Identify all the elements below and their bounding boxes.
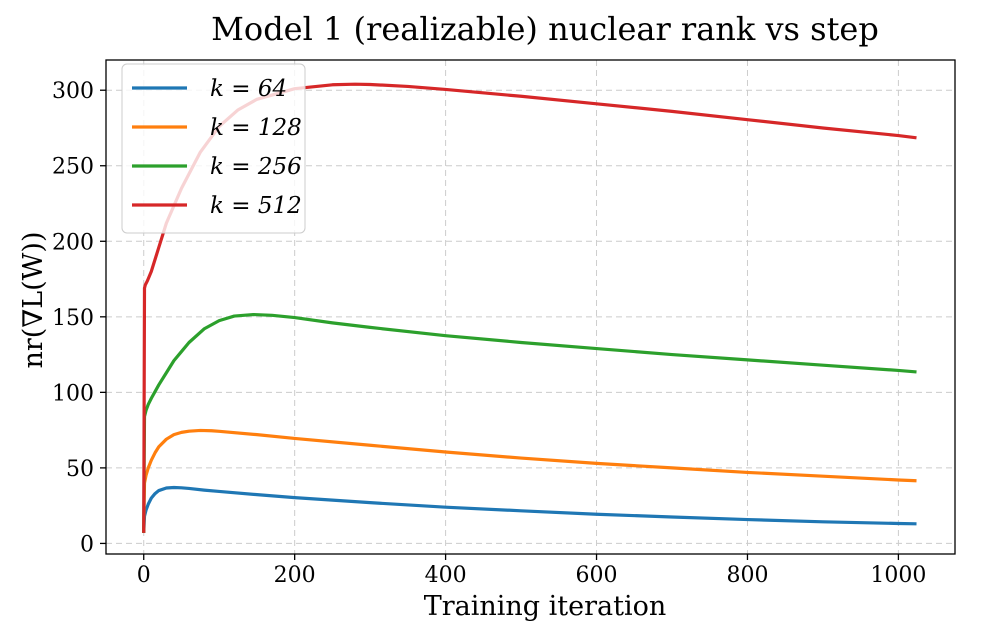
legend-label: k = 128 (210, 115, 302, 141)
y-tick-label: 150 (52, 306, 94, 331)
x-tick-label: 400 (425, 563, 467, 588)
y-tick-label: 0 (80, 532, 94, 557)
y-tick-label: 200 (52, 230, 94, 255)
x-tick-label: 800 (726, 563, 768, 588)
plot-frame (105, 59, 956, 555)
y-tick-label: 300 (52, 79, 94, 104)
x-axis-label: Training iteration (424, 591, 667, 622)
series-line-0 (142, 485, 917, 533)
x-tick-label: 1000 (870, 563, 926, 588)
x-tick-label: 200 (274, 563, 316, 588)
y-tick-label: 100 (52, 381, 94, 406)
legend: k = 64 k = 128 k = 256 k = 512 (121, 63, 306, 234)
y-tick-label: 50 (66, 457, 94, 482)
legend-label: k = 256 (210, 154, 302, 180)
y-tick-label: 250 (52, 155, 94, 180)
series-line-2 (142, 312, 917, 533)
chart-title: Model 1 (realizable) nuclear rank vs ste… (211, 10, 879, 48)
legend-label: k = 64 (210, 76, 287, 102)
legend-box (121, 63, 306, 234)
y-axis-label: nr(∇L(W)) (18, 232, 49, 369)
x-tick-label: 600 (576, 563, 618, 588)
legend-label: k = 512 (210, 193, 302, 219)
tick-layer: 0 200 400 600 800 1000 0 50 100 150 200 250 300 (52, 79, 926, 588)
x-tick-label: 0 (137, 563, 151, 588)
grid-layer (106, 60, 955, 554)
series-line-1 (142, 428, 917, 533)
